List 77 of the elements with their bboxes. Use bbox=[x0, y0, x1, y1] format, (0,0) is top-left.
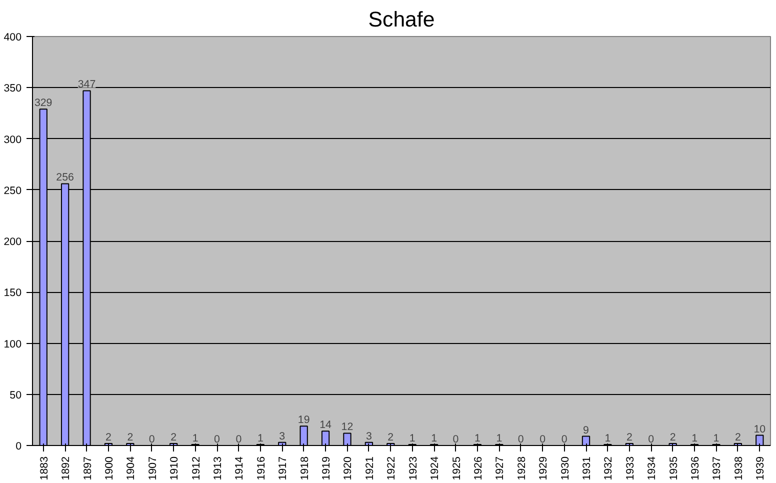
x-tick-label: 1907 bbox=[146, 456, 159, 480]
data-label: 1 bbox=[431, 432, 438, 444]
y-tick-label: 350 bbox=[4, 82, 22, 95]
x-tick-label: 1928 bbox=[516, 456, 528, 480]
x-tick-label: 1912 bbox=[190, 456, 202, 480]
data-label: 1 bbox=[257, 432, 264, 444]
data-label: 2 bbox=[734, 431, 741, 444]
x-tick-label: 1934 bbox=[646, 456, 658, 480]
y-tick-label: 50 bbox=[10, 389, 22, 402]
data-label: 0 bbox=[540, 434, 546, 446]
data-label: 1 bbox=[409, 432, 416, 444]
x-tick-label: 1923 bbox=[407, 456, 420, 480]
x-tick-label: 1916 bbox=[255, 456, 268, 480]
x-tick-label: 1922 bbox=[386, 456, 398, 480]
data-label: 1 bbox=[496, 432, 502, 444]
x-tick-label: 1904 bbox=[125, 456, 138, 480]
data-label: 19 bbox=[298, 414, 310, 426]
x-tick-label: 1929 bbox=[538, 456, 550, 480]
data-label: 10 bbox=[754, 423, 766, 436]
data-label: 2 bbox=[170, 431, 177, 444]
x-tick-label: 1936 bbox=[690, 456, 702, 480]
x-tick-label: 1921 bbox=[364, 456, 376, 480]
x-tick-label: 1932 bbox=[602, 456, 615, 480]
y-tick-label: 150 bbox=[4, 287, 22, 300]
y-tick-label: 200 bbox=[4, 236, 22, 248]
data-label: 14 bbox=[320, 419, 332, 432]
data-label: 0 bbox=[518, 434, 524, 446]
y-tick-label: 100 bbox=[4, 338, 22, 350]
x-tick-label: 1933 bbox=[624, 456, 636, 480]
x-tick-label: 1920 bbox=[342, 456, 354, 480]
x-tick-label: 1917 bbox=[277, 456, 290, 480]
data-label: 0 bbox=[561, 434, 568, 446]
x-tick-label: 1926 bbox=[472, 456, 484, 480]
x-tick-label: 1914 bbox=[234, 456, 246, 480]
x-tick-label: 1897 bbox=[82, 456, 94, 480]
x-tick-label: 1913 bbox=[212, 456, 224, 480]
data-label: 3 bbox=[366, 430, 372, 442]
data-label: 256 bbox=[56, 172, 74, 184]
data-label: 1 bbox=[604, 432, 611, 444]
data-label: 0 bbox=[236, 434, 242, 446]
data-label: 0 bbox=[648, 434, 654, 446]
data-label: 1 bbox=[713, 432, 720, 444]
data-label: 2 bbox=[388, 431, 394, 444]
y-tick-label: 400 bbox=[4, 32, 22, 44]
x-tick-label: 1924 bbox=[429, 456, 442, 480]
y-tick-label: 250 bbox=[4, 184, 22, 197]
data-label: 1 bbox=[474, 432, 481, 444]
data-label: 0 bbox=[214, 434, 220, 446]
data-label: 2 bbox=[626, 431, 632, 444]
data-label: 1 bbox=[192, 432, 198, 444]
x-tick-label: 1883 bbox=[38, 456, 50, 480]
data-label: 0 bbox=[452, 434, 459, 446]
data-label: 1 bbox=[692, 432, 698, 444]
x-tick-label: 1919 bbox=[320, 456, 333, 480]
x-tick-label: 1937 bbox=[711, 456, 724, 480]
y-tick-label: 0 bbox=[16, 440, 22, 452]
y-tick-label: 300 bbox=[4, 134, 22, 146]
x-tick-label: 1910 bbox=[168, 456, 181, 480]
x-tick-label: 1935 bbox=[668, 456, 680, 480]
x-tick-label: 1930 bbox=[559, 456, 572, 480]
chart-title: Schafe bbox=[368, 8, 435, 32]
x-tick-label: 1931 bbox=[581, 456, 593, 480]
x-tick-label: 1892 bbox=[60, 456, 72, 480]
data-label: 12 bbox=[341, 421, 354, 434]
data-label: 9 bbox=[583, 424, 590, 436]
data-label: 329 bbox=[34, 97, 52, 110]
x-tick-label: 1918 bbox=[298, 456, 311, 480]
data-label: 2 bbox=[106, 431, 112, 444]
data-label: 3 bbox=[279, 430, 286, 442]
x-tick-label: 1925 bbox=[450, 456, 463, 480]
data-label: 0 bbox=[148, 434, 155, 446]
x-tick-label: 1900 bbox=[103, 456, 116, 480]
x-tick-label: 1939 bbox=[754, 456, 767, 480]
x-tick-label: 1938 bbox=[732, 456, 745, 480]
x-tick-label: 1927 bbox=[494, 456, 506, 480]
data-label: 2 bbox=[127, 431, 134, 444]
data-label: 2 bbox=[670, 431, 676, 444]
